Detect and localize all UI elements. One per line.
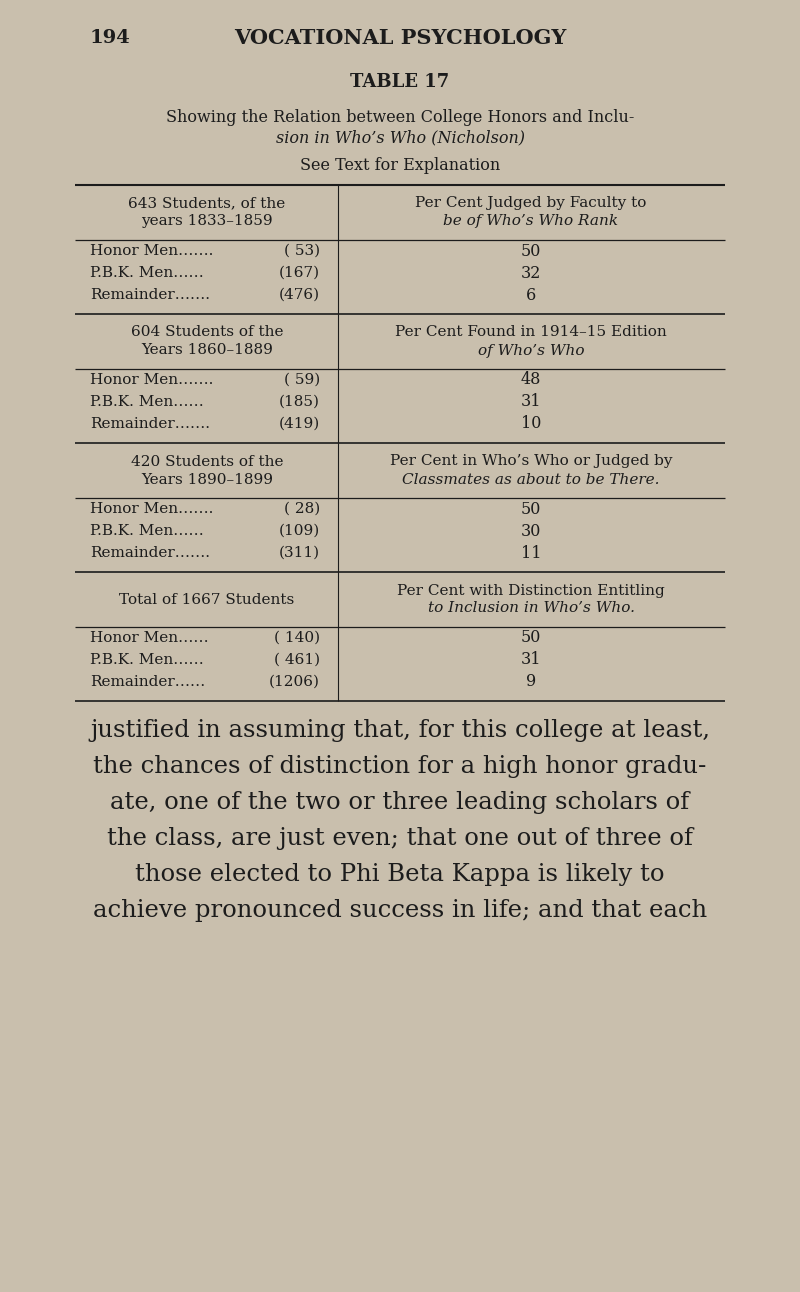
Text: (1206): (1206)	[269, 674, 320, 689]
Text: Showing the Relation between College Honors and Inclu-: Showing the Relation between College Hon…	[166, 110, 634, 127]
Text: VOCATIONAL PSYCHOLOGY: VOCATIONAL PSYCHOLOGY	[234, 28, 566, 48]
Text: Honor Men…….: Honor Men…….	[90, 244, 214, 258]
Text: sion in Who’s Who (Nicholson): sion in Who’s Who (Nicholson)	[275, 129, 525, 146]
Text: ( 140): ( 140)	[274, 630, 320, 645]
Text: 420 Students of the: 420 Students of the	[130, 455, 283, 469]
Text: years 1833–1859: years 1833–1859	[141, 214, 273, 229]
Text: Classmates as about to be There.: Classmates as about to be There.	[402, 473, 660, 487]
Text: 10: 10	[521, 416, 541, 433]
Text: to Inclusion in Who’s Who.: to Inclusion in Who’s Who.	[427, 602, 634, 615]
Text: the class, are just even; that one out of three of: the class, are just even; that one out o…	[107, 827, 693, 850]
Text: ( 461): ( 461)	[274, 652, 320, 667]
Text: of Who’s Who: of Who’s Who	[478, 344, 584, 358]
Text: P.B.K. Men……: P.B.K. Men……	[90, 652, 204, 667]
Text: ( 59): ( 59)	[284, 373, 320, 388]
Text: Remainder…….: Remainder…….	[90, 547, 210, 559]
Text: 48: 48	[521, 372, 541, 389]
Text: Per Cent in Who’s Who or Judged by: Per Cent in Who’s Who or Judged by	[390, 455, 672, 469]
Text: Honor Men…….: Honor Men…….	[90, 373, 214, 388]
Text: (109): (109)	[278, 525, 320, 537]
Text: those elected to Phi Beta Kappa is likely to: those elected to Phi Beta Kappa is likel…	[135, 863, 665, 886]
Text: Per Cent with Distinction Entitling: Per Cent with Distinction Entitling	[397, 584, 665, 597]
Text: 643 Students, of the: 643 Students, of the	[128, 196, 286, 211]
Text: the chances of distinction for a high honor gradu-: the chances of distinction for a high ho…	[94, 756, 706, 779]
Text: 50: 50	[521, 500, 541, 518]
Text: 194: 194	[90, 28, 130, 47]
Text: (311): (311)	[279, 547, 320, 559]
Text: Honor Men……: Honor Men……	[90, 630, 209, 645]
Text: 50: 50	[521, 629, 541, 646]
Text: 9: 9	[526, 673, 536, 690]
Text: (419): (419)	[278, 417, 320, 432]
Text: 31: 31	[521, 651, 542, 668]
Text: ate, one of the two or three leading scholars of: ate, one of the two or three leading sch…	[110, 792, 690, 814]
Text: 11: 11	[521, 544, 542, 562]
Text: (167): (167)	[279, 266, 320, 280]
Text: 604 Students of the: 604 Students of the	[130, 326, 283, 340]
Text: 32: 32	[521, 265, 541, 282]
Text: P.B.K. Men……: P.B.K. Men……	[90, 525, 204, 537]
Text: be of Who’s Who Rank: be of Who’s Who Rank	[443, 214, 618, 229]
Text: 6: 6	[526, 287, 536, 304]
Text: ( 53): ( 53)	[284, 244, 320, 258]
Text: Per Cent Found in 1914–15 Edition: Per Cent Found in 1914–15 Edition	[395, 326, 667, 340]
Text: Per Cent Judged by Faculty to: Per Cent Judged by Faculty to	[415, 196, 646, 211]
Text: 50: 50	[521, 243, 541, 260]
Text: Remainder…….: Remainder…….	[90, 288, 210, 302]
Text: Total of 1667 Students: Total of 1667 Students	[119, 593, 294, 606]
Text: ( 28): ( 28)	[284, 503, 320, 516]
Text: Remainder…….: Remainder…….	[90, 417, 210, 432]
Text: achieve pronounced success in life; and that each: achieve pronounced success in life; and …	[93, 899, 707, 922]
Text: P.B.K. Men……: P.B.K. Men……	[90, 266, 204, 280]
Text: justified in assuming that, for this college at least,: justified in assuming that, for this col…	[90, 720, 710, 743]
Text: 31: 31	[521, 394, 542, 411]
Text: TABLE 17: TABLE 17	[350, 74, 450, 90]
Text: Years 1890–1899: Years 1890–1899	[141, 473, 273, 487]
Text: Remainder……: Remainder……	[90, 674, 206, 689]
Text: (476): (476)	[279, 288, 320, 302]
Text: (185): (185)	[279, 395, 320, 410]
Text: See Text for Explanation: See Text for Explanation	[300, 156, 500, 173]
Text: 30: 30	[521, 522, 541, 540]
Text: P.B.K. Men……: P.B.K. Men……	[90, 395, 204, 410]
Text: Years 1860–1889: Years 1860–1889	[141, 344, 273, 358]
Text: Honor Men…….: Honor Men…….	[90, 503, 214, 516]
